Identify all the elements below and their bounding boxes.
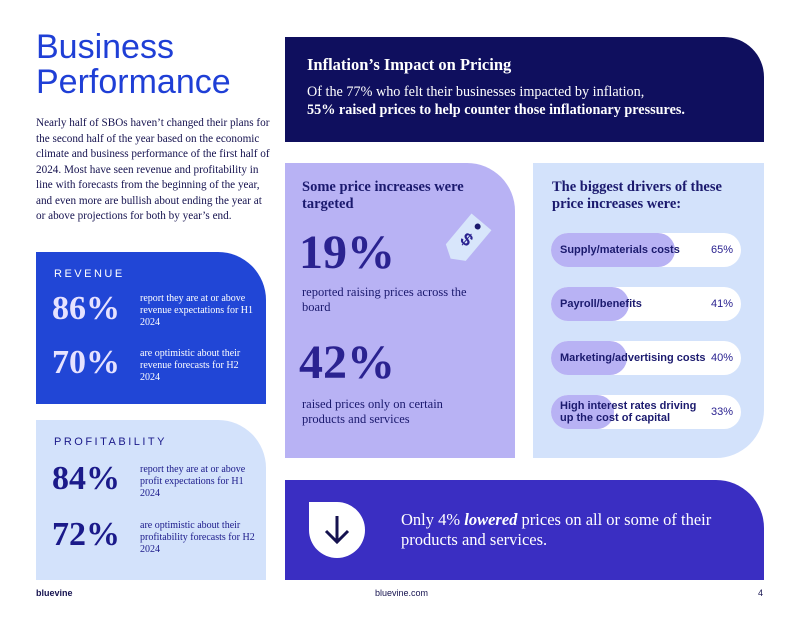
stat-text: report they are at or above revenue expe…: [140, 293, 254, 328]
driver-label: Payroll/benefits: [560, 298, 642, 310]
driver-row: Supply/materials costs 65%: [551, 233, 741, 267]
stat-value: 72%: [52, 516, 120, 553]
driver-label: High interest rates driving up the cost …: [560, 400, 697, 424]
driver-value: 33%: [710, 406, 733, 418]
card-title: The biggest drivers of these price incre…: [552, 179, 722, 212]
inflation-banner: Inflation’s Impact on Pricing Of the 77%…: [285, 37, 764, 142]
callout-text: Only 4% lowered prices on all or some of…: [401, 510, 721, 550]
stat-text: reported raising prices across the board: [302, 285, 467, 314]
stat-value: 86%: [52, 290, 120, 327]
targeted-card: Some price increases were targeted $ 19%…: [285, 163, 515, 458]
stat-value: 84%: [52, 460, 120, 497]
driver-bar: [551, 341, 627, 375]
card-label: REVENUE: [54, 268, 125, 280]
down-arrow-icon: [309, 502, 365, 558]
stat-text: are optimistic about their revenue forec…: [140, 348, 241, 383]
stat-text: raised prices only on certain products a…: [302, 397, 443, 426]
highlight: 55% raised prices to help counter those …: [307, 102, 685, 118]
banner-text: Of the 77% who felt their businesses imp…: [307, 83, 742, 119]
text: Of the 77% who felt their businesses imp…: [307, 84, 645, 100]
driver-bar: [551, 233, 675, 267]
driver-row: Marketing/advertising costs 40%: [551, 341, 741, 375]
driver-row: High interest rates driving up the cost …: [551, 395, 741, 429]
driver-bar: [551, 395, 614, 429]
brand: bluevine: [36, 588, 73, 598]
drivers-card: The biggest drivers of these price incre…: [533, 163, 764, 458]
driver-value: 40%: [710, 352, 733, 364]
card-title: Some price increases were targeted: [302, 179, 464, 212]
text: Only 4%: [401, 510, 461, 529]
stat-value: 42%: [299, 336, 395, 389]
driver-bar: [551, 287, 629, 321]
driver-label: Supply/materials costs: [560, 244, 680, 256]
stat-value: 70%: [52, 344, 120, 381]
callout: Only 4% lowered prices on all or some of…: [285, 480, 764, 580]
driver-label: Marketing/advertising costs: [560, 352, 706, 364]
price-tag-icon: $: [445, 213, 492, 261]
url: bluevine.com: [375, 588, 429, 598]
stat-value: 19%: [299, 226, 395, 279]
driver-row: Payroll/benefits 41%: [551, 287, 741, 321]
page-title: Business Performance: [36, 28, 231, 101]
profitability-card: PROFITABILITY 84% report they are at or …: [36, 420, 266, 580]
text: prices on all or some of their products …: [401, 510, 712, 549]
driver-value: 65%: [710, 244, 733, 256]
stat-text: are optimistic about their profitability…: [140, 520, 255, 555]
emphasis: lowered: [464, 510, 518, 529]
driver-value: 41%: [710, 298, 733, 310]
intro: Nearly half of SBOs haven’t changed thei…: [36, 117, 270, 222]
banner-title: Inflation’s Impact on Pricing: [307, 55, 512, 74]
revenue-card: REVENUE 86% report they are at or above …: [36, 252, 266, 404]
stat-text: report they are at or above profit expec…: [140, 464, 246, 499]
card-label: PROFITABILITY: [54, 436, 167, 448]
page-number: 4: [758, 588, 764, 598]
